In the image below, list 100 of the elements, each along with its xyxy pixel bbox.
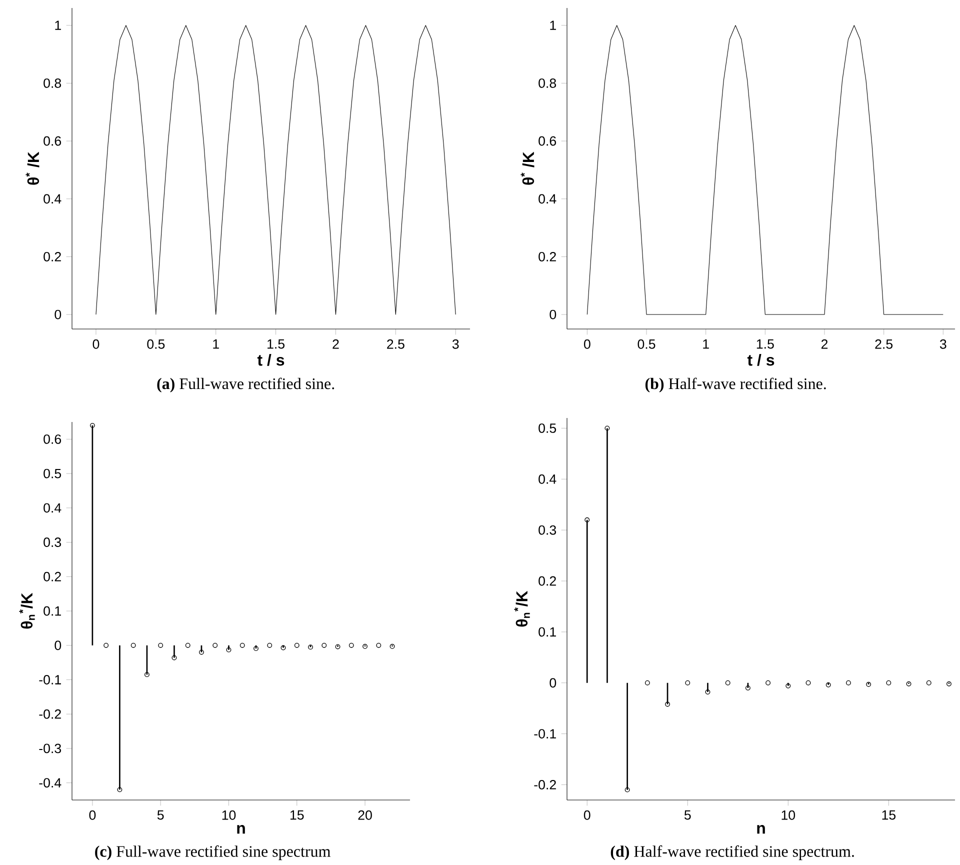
x-tick-label: 2	[332, 340, 339, 349]
text: (a) Full-wave rectified sine.	[157, 378, 334, 393]
x-tick-label: 0	[92, 340, 100, 350]
y-tick-label: 0.2	[44, 572, 61, 582]
point	[294, 643, 300, 648]
point	[725, 680, 730, 686]
point	[705, 690, 710, 695]
text: (c) Full-wave rectified sine spectrum	[95, 846, 330, 860]
y-tick-label: 0.4	[44, 194, 62, 204]
y-axis-title: θ$^{*}$ /K	[26, 152, 40, 185]
x-axis-title: t / s	[257, 354, 284, 366]
y-tick-label: 1	[550, 20, 556, 30]
y-tick-label: 0.5	[538, 424, 556, 434]
y-tick-label: 0.8	[538, 78, 556, 88]
point	[866, 682, 872, 688]
x-tick-label: 5	[684, 810, 691, 820]
point	[786, 684, 791, 689]
x-tick-label: 0	[584, 810, 590, 820]
point	[240, 643, 245, 648]
x-tick-label: 0.5	[147, 340, 165, 350]
y-tick-label: 0	[550, 678, 556, 688]
y-tick-label: -0.1	[39, 675, 61, 685]
y-tick-label: 0.6	[44, 434, 62, 444]
y-tick-label: -0.1	[534, 729, 556, 739]
point	[362, 644, 368, 650]
y-tick-label: 0.3	[44, 538, 62, 548]
y-axis-title: θ$_{n}$$^{*}$/K	[514, 591, 530, 627]
x-tick-label: 1	[213, 340, 219, 349]
point	[267, 643, 272, 648]
x-tick-label: 2.5	[387, 340, 404, 350]
point	[104, 643, 109, 648]
point	[665, 702, 670, 707]
point	[584, 518, 590, 523]
x-tick-label: 1	[703, 340, 709, 349]
point	[846, 680, 851, 686]
point	[212, 643, 218, 648]
y-tick-label: 1	[55, 20, 61, 30]
x-tick-label: 2.5	[875, 340, 893, 350]
y-tick-label: 0.4	[538, 474, 556, 484]
point	[644, 680, 650, 686]
x-tick-label: 10	[222, 810, 236, 820]
point	[144, 672, 150, 678]
point	[685, 680, 690, 686]
point	[335, 644, 340, 650]
x-tick-label: 3	[452, 340, 459, 350]
x-axis-title: n	[237, 825, 245, 834]
x-tick-label: 0.5	[638, 340, 656, 350]
y-tick-label: 0.6	[44, 136, 62, 146]
x-tick-label: 10	[782, 810, 796, 820]
y-tick-label: 0.2	[538, 576, 556, 586]
point	[766, 680, 771, 686]
point	[226, 648, 232, 653]
y-tick-label: 0.4	[538, 194, 556, 204]
point	[745, 686, 750, 691]
x-tick-label: 1.5	[756, 340, 774, 349]
text: (d) Half-wave rectified sine spectrum.	[610, 846, 854, 860]
point	[806, 680, 811, 686]
line-series	[96, 25, 456, 316]
point	[90, 423, 95, 428]
y-tick-label: -0.3	[39, 744, 62, 754]
y-tick-label: 0	[550, 310, 556, 320]
point	[624, 788, 630, 792]
x-tick-label: 15	[882, 810, 896, 820]
point	[117, 787, 122, 792]
y-tick-label: 0.6	[538, 136, 556, 146]
x-axis-title: n	[757, 825, 765, 834]
point	[185, 643, 190, 648]
line-series	[586, 25, 944, 316]
x-tick-label: 0	[584, 340, 590, 350]
y-tick-label: -0.2	[39, 710, 61, 720]
text: (b) Half-wave rectified sine.	[645, 378, 826, 393]
point	[376, 643, 382, 648]
point	[826, 682, 831, 688]
y-tick-label: -0.2	[534, 780, 556, 790]
point	[348, 643, 354, 648]
y-tick-label: 0.4	[44, 503, 62, 513]
y-tick-label: 0.3	[538, 526, 556, 535]
point	[280, 646, 286, 650]
x-axis-title: t / s	[747, 354, 774, 366]
x-tick-label: 15	[290, 810, 304, 820]
x-tick-label: 0	[89, 810, 96, 820]
point	[926, 680, 932, 686]
point	[254, 646, 258, 652]
x-tick-label: 20	[358, 810, 372, 820]
y-tick-label: -0.4	[39, 778, 62, 788]
x-tick-label: 2	[821, 340, 828, 349]
point	[172, 655, 177, 660]
x-tick-label: 1.5	[268, 340, 285, 349]
point	[308, 644, 313, 650]
point	[130, 643, 136, 648]
point	[886, 680, 892, 686]
y-tick-label: 0	[54, 640, 62, 650]
y-axis-title: θ$^{*}$ /K	[520, 152, 534, 185]
y-tick-label: 0.5	[44, 469, 62, 478]
point	[158, 643, 164, 648]
x-tick-label: 5	[157, 810, 164, 820]
point	[906, 682, 912, 687]
y-tick-label: 0.8	[44, 78, 62, 88]
point	[322, 643, 327, 648]
point	[199, 650, 204, 655]
